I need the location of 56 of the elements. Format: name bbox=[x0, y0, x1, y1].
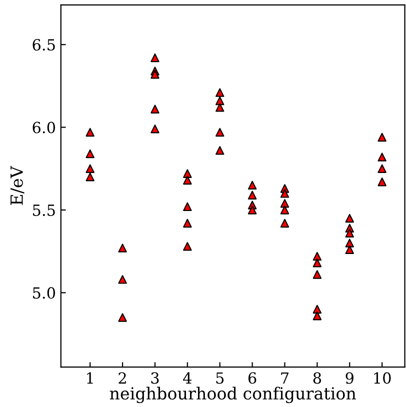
point bbox=[86, 164, 94, 173]
y-tick-label: 6.0 bbox=[32, 122, 56, 134]
point bbox=[216, 146, 224, 155]
point bbox=[312, 304, 322, 314]
point bbox=[118, 275, 127, 284]
point bbox=[216, 96, 224, 106]
point bbox=[345, 214, 354, 223]
x-tick-label: 5 bbox=[216, 372, 224, 384]
y-tick-label: 5.5 bbox=[33, 204, 55, 216]
x-tick-label: 10 bbox=[374, 372, 391, 384]
point bbox=[378, 164, 386, 173]
point bbox=[280, 189, 290, 198]
x-tick-label: 7 bbox=[281, 372, 289, 384]
point bbox=[86, 128, 94, 137]
point bbox=[118, 244, 127, 252]
x-tick-label: 6 bbox=[248, 372, 256, 384]
x-tick-label: 3 bbox=[151, 372, 159, 384]
point bbox=[378, 132, 386, 142]
point bbox=[378, 178, 386, 186]
point bbox=[150, 53, 160, 62]
x-tick-label: 4 bbox=[183, 372, 192, 384]
point bbox=[216, 128, 224, 137]
point bbox=[345, 228, 354, 238]
point bbox=[183, 218, 192, 228]
point bbox=[118, 313, 127, 322]
point bbox=[280, 218, 290, 228]
point bbox=[378, 152, 386, 162]
point bbox=[183, 242, 192, 251]
point bbox=[183, 202, 192, 212]
point bbox=[248, 206, 257, 214]
point bbox=[86, 149, 94, 158]
y-axis-title: E/eV bbox=[10, 166, 24, 205]
point bbox=[86, 172, 94, 182]
point bbox=[150, 70, 160, 79]
point bbox=[312, 258, 322, 268]
x-tick-label: 1 bbox=[87, 372, 93, 384]
x-tick-label: 9 bbox=[346, 372, 354, 384]
point bbox=[248, 190, 257, 200]
point bbox=[216, 88, 224, 97]
point bbox=[150, 104, 160, 114]
point bbox=[183, 176, 192, 185]
point bbox=[150, 124, 160, 134]
point bbox=[312, 252, 322, 261]
point bbox=[345, 238, 354, 248]
y-tick-label: 6.5 bbox=[32, 39, 55, 51]
y-tick-label: 5.0 bbox=[33, 287, 56, 299]
point bbox=[248, 180, 257, 190]
point bbox=[345, 245, 354, 254]
point bbox=[183, 169, 192, 178]
x-axis-title: neighbourhood configuration bbox=[110, 386, 356, 404]
point bbox=[312, 270, 322, 279]
x-tick-label: 2 bbox=[118, 372, 126, 384]
x-tick-label: 8 bbox=[313, 372, 322, 384]
point bbox=[312, 311, 322, 320]
point bbox=[280, 206, 290, 214]
point bbox=[216, 103, 224, 112]
